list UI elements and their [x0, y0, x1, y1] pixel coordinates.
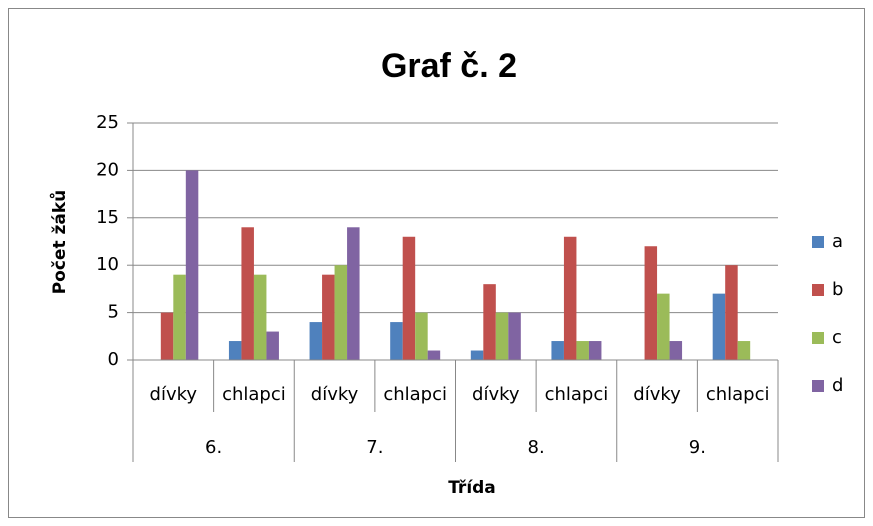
bar	[347, 227, 360, 360]
bar	[576, 341, 589, 360]
y-tick-label: 0	[108, 349, 119, 370]
bar	[737, 341, 751, 360]
bar	[402, 236, 416, 360]
bar	[725, 265, 738, 360]
bar	[228, 341, 242, 360]
legend-swatch	[812, 236, 824, 248]
group-label: 7.	[366, 437, 383, 458]
bar	[508, 312, 521, 360]
bar	[173, 274, 186, 360]
bar	[551, 341, 564, 360]
group-label: 6.	[205, 437, 222, 458]
bar	[322, 274, 335, 360]
x-tick-label: dívky	[633, 384, 681, 405]
y-tick-label: 20	[96, 159, 119, 180]
bar	[390, 322, 403, 360]
bar	[563, 236, 577, 360]
bar	[160, 312, 174, 360]
bar	[334, 265, 348, 360]
bar	[483, 284, 496, 360]
x-tick-label: dívky	[472, 384, 520, 405]
bar	[415, 312, 428, 360]
bar	[470, 350, 484, 360]
y-tick-label: 15	[96, 207, 119, 228]
bar	[266, 331, 279, 360]
group-label: 8.	[528, 437, 545, 458]
chart-border	[8, 8, 865, 518]
bar	[241, 227, 254, 360]
bar	[309, 322, 323, 360]
bar	[712, 293, 726, 360]
y-axis-title: Počet žáků	[48, 190, 70, 295]
bar	[427, 350, 441, 360]
x-tick-label: dívky	[311, 384, 359, 405]
x-tick-label: chlapci	[706, 384, 770, 405]
y-tick-label: 10	[96, 254, 119, 275]
y-tick-label: 5	[108, 302, 119, 323]
legend-swatch	[812, 380, 824, 392]
x-tick-label: chlapci	[383, 384, 447, 405]
y-tick-label: 25	[96, 112, 119, 133]
chart-title: Graf č. 2	[381, 47, 517, 85]
group-label: 9.	[689, 437, 706, 458]
x-tick-label: chlapci	[545, 384, 609, 405]
bar	[185, 170, 199, 360]
bar	[588, 341, 602, 360]
legend-label: d	[832, 375, 843, 396]
bar	[644, 246, 658, 360]
legend-label: c	[832, 327, 842, 348]
legend-swatch	[812, 284, 824, 296]
x-axis-title: Třída	[448, 478, 496, 498]
legend-label: b	[832, 279, 843, 300]
x-tick-label: chlapci	[222, 384, 286, 405]
legend-swatch	[812, 332, 824, 344]
bar	[657, 293, 670, 360]
bar	[669, 341, 683, 360]
bar	[495, 312, 509, 360]
x-tick-label: dívky	[150, 384, 198, 405]
legend-label: a	[832, 231, 843, 252]
bar	[253, 274, 267, 360]
